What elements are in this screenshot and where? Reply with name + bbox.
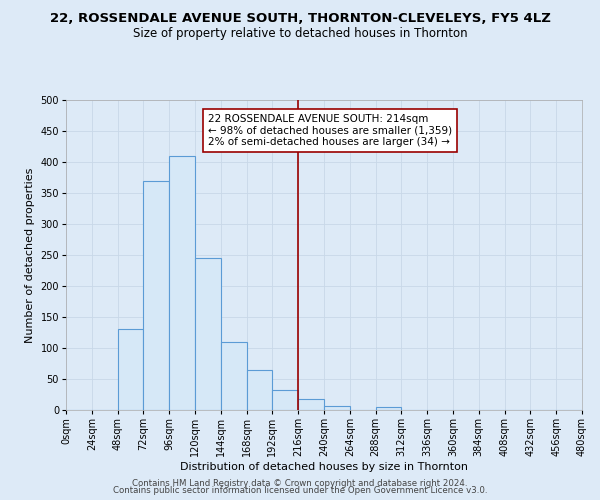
Bar: [272, 390, 298, 410]
Text: 22, ROSSENDALE AVENUE SOUTH, THORNTON-CLEVELEYS, FY5 4LZ: 22, ROSSENDALE AVENUE SOUTH, THORNTON-CL…: [50, 12, 550, 26]
Bar: [169, 156, 195, 410]
X-axis label: Distribution of detached houses by size in Thornton: Distribution of detached houses by size …: [180, 462, 468, 472]
Text: Contains HM Land Registry data © Crown copyright and database right 2024.: Contains HM Land Registry data © Crown c…: [132, 478, 468, 488]
Text: 22 ROSSENDALE AVENUE SOUTH: 214sqm
← 98% of detached houses are smaller (1,359)
: 22 ROSSENDALE AVENUE SOUTH: 214sqm ← 98%…: [208, 114, 452, 147]
Y-axis label: Number of detached properties: Number of detached properties: [25, 168, 35, 342]
Bar: [195, 258, 221, 410]
Bar: [298, 400, 324, 410]
Bar: [376, 407, 401, 410]
Bar: [143, 180, 169, 410]
Bar: [247, 370, 272, 410]
Bar: [221, 342, 247, 410]
Bar: [324, 406, 350, 410]
Text: Size of property relative to detached houses in Thornton: Size of property relative to detached ho…: [133, 28, 467, 40]
Bar: [118, 330, 143, 410]
Text: Contains public sector information licensed under the Open Government Licence v3: Contains public sector information licen…: [113, 486, 487, 495]
